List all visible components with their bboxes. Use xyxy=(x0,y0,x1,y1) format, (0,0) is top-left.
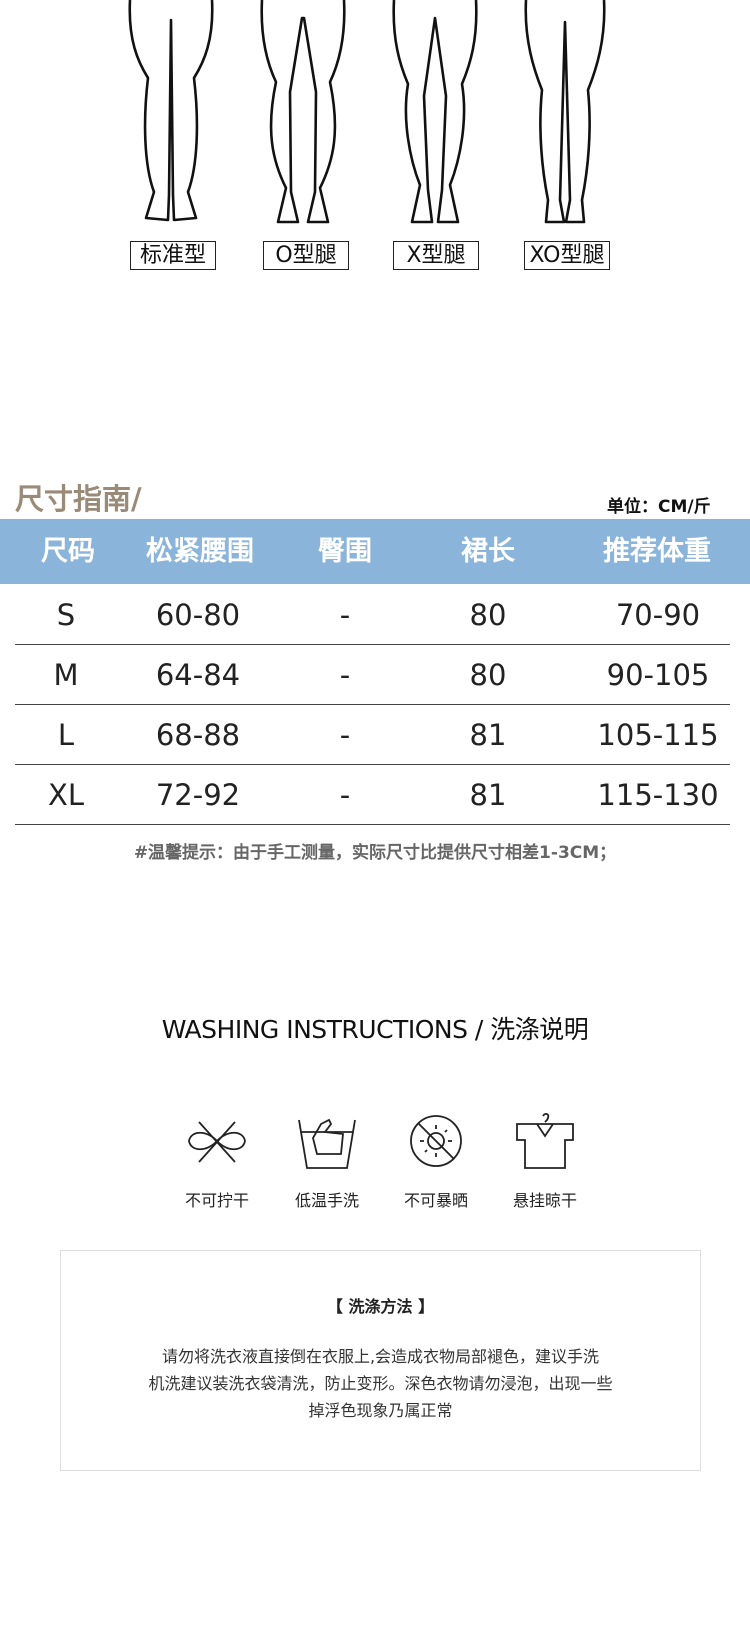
cell: 80 xyxy=(469,598,507,632)
column-header: 尺码 xyxy=(41,536,95,567)
cell: 115-130 xyxy=(597,778,719,812)
column-header: 臀围 xyxy=(318,536,372,567)
cell: S xyxy=(56,598,76,632)
washing-method-box: 【 洗涤方法 】 请勿将洗衣液直接倒在衣服上,会造成衣物局部褪色，建议手洗 机洗… xyxy=(60,1250,701,1471)
column-header: 松紧腰围 xyxy=(146,536,254,567)
cell: 64-84 xyxy=(155,658,241,692)
x-legs-illustration xyxy=(392,0,478,224)
table-row: S 60-80 - 80 70-90 xyxy=(15,584,730,645)
xo-legs-illustration xyxy=(524,0,606,224)
washing-method-line: 掉浮色现象乃属正常 xyxy=(308,1401,453,1420)
column-header: 推荐体重 xyxy=(603,536,711,567)
washing-method-line: 请勿将洗衣液直接倒在衣服上,会造成衣物局部褪色，建议手洗 xyxy=(161,1347,600,1366)
leg-type-label: 标准型 xyxy=(130,241,216,270)
cell: 105-115 xyxy=(597,718,719,752)
hang-dry-icon xyxy=(513,1112,577,1170)
cell: 70-90 xyxy=(615,598,701,632)
table-row: XL 72-92 - 81 115-130 xyxy=(15,764,730,825)
cell: M xyxy=(53,658,79,692)
cell: XL xyxy=(47,778,85,812)
icon-label: 低温手洗 xyxy=(294,1191,359,1210)
cell: 81 xyxy=(469,778,507,812)
washing-title: WASHING INSTRUCTIONS / 洗涤说明 xyxy=(161,1015,589,1044)
cell: L xyxy=(57,718,75,752)
cell: 68-88 xyxy=(155,718,241,752)
icon-label: 不可拧干 xyxy=(184,1191,249,1210)
icon-label: 不可暴晒 xyxy=(403,1191,468,1210)
cell: 90-105 xyxy=(606,658,710,692)
size-table-header: 尺码 松紧腰围 臀围 裙长 推荐体重 xyxy=(0,519,750,584)
size-guide-title: 尺寸指南/ xyxy=(15,482,142,516)
washing-method-title: 【 洗涤方法 】 xyxy=(326,1297,435,1316)
cell: - xyxy=(339,658,351,692)
icon-label: 悬挂晾干 xyxy=(512,1191,577,1210)
standard-legs-illustration xyxy=(128,0,214,222)
o-legs-illustration xyxy=(260,0,346,224)
cell: 80 xyxy=(469,658,507,692)
size-note: #温馨提示：由于手工测量，实际尺寸比提供尺寸相差1-3CM； xyxy=(133,843,617,863)
leg-type-label: O型腿 xyxy=(263,241,349,270)
hand-wash-icon xyxy=(295,1112,359,1170)
cell: - xyxy=(339,778,351,812)
leg-type-label: X型腿 xyxy=(393,241,479,270)
cell: 60-80 xyxy=(155,598,241,632)
cell: - xyxy=(339,598,351,632)
table-row: L 68-88 - 81 105-115 xyxy=(15,704,730,765)
washing-method-line: 机洗建议装洗衣袋清洗，防止变形。深色衣物请勿浸泡，出现一些 xyxy=(148,1374,613,1393)
table-row: M 64-84 - 80 90-105 xyxy=(15,644,730,705)
no-wring-icon xyxy=(185,1112,249,1170)
cell: 72-92 xyxy=(155,778,241,812)
cell: 81 xyxy=(469,718,507,752)
no-sun-icon xyxy=(404,1112,468,1170)
cell: - xyxy=(339,718,351,752)
unit-label: 单位：CM/斤 xyxy=(607,497,711,517)
column-header: 裙长 xyxy=(461,536,515,567)
leg-type-label: XO型腿 xyxy=(524,241,610,270)
